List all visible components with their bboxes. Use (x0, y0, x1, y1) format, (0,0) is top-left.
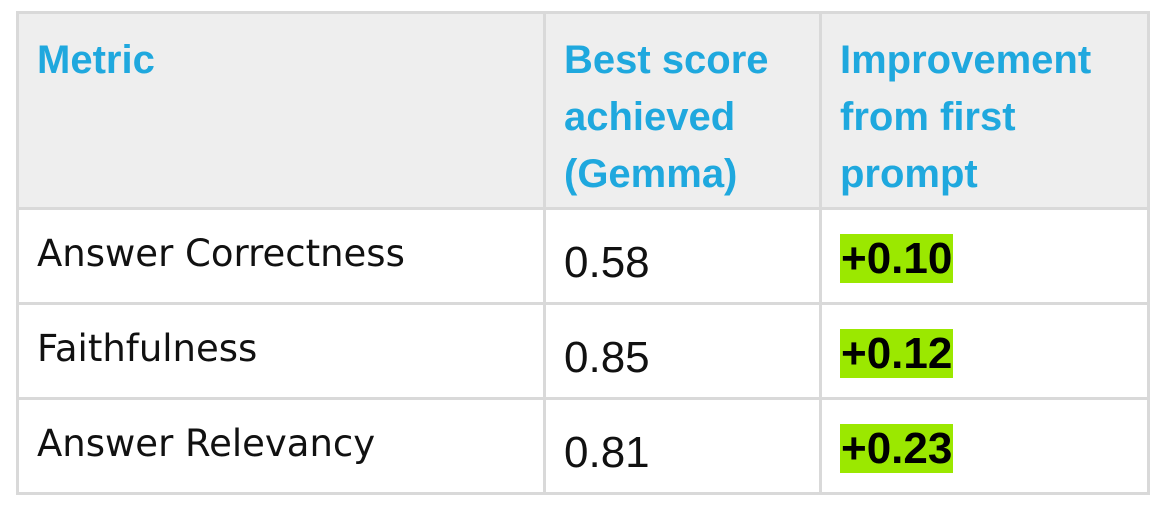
improvement-cell: +0.23 (819, 397, 1150, 495)
improvement-highlight: +0.12 (840, 329, 954, 378)
metric-cell: Answer Relevancy (16, 397, 546, 495)
header-row: Metric Best score achieved (Gemma) Improve… (16, 11, 1150, 210)
table-row: Faithfulness 0.85 +0.12 (16, 302, 1150, 400)
improvement-highlight: +0.23 (840, 424, 954, 473)
score-cell: 0.81 (543, 397, 822, 495)
table-row: Answer Relevancy 0.81 +0.23 (16, 397, 1150, 495)
table-row: Answer Correctness 0.58 +0.10 (16, 207, 1150, 305)
score-cell: 0.58 (543, 207, 822, 305)
header-cell: Best score achieved (Gemma) (543, 11, 822, 210)
header-cell: Improvement from first prompt (819, 11, 1150, 210)
header-cell: Metric (16, 11, 546, 210)
table-head: Metric Best score achieved (Gemma) Improve… (16, 11, 1150, 210)
score-cell: 0.85 (543, 302, 822, 400)
table-container: Metric Best score achieved (Gemma) Improve… (16, 11, 1150, 495)
metrics-table: Metric Best score achieved (Gemma) Improve… (16, 11, 1150, 495)
metric-cell: Faithfulness (16, 302, 546, 400)
improvement-highlight: +0.10 (840, 234, 954, 283)
improvement-cell: +0.10 (819, 207, 1150, 305)
table-body: Answer Correctness 0.58 +0.10 Faithfulness 0… (16, 207, 1150, 495)
improvement-cell: +0.12 (819, 302, 1150, 400)
metric-cell: Answer Correctness (16, 207, 546, 305)
